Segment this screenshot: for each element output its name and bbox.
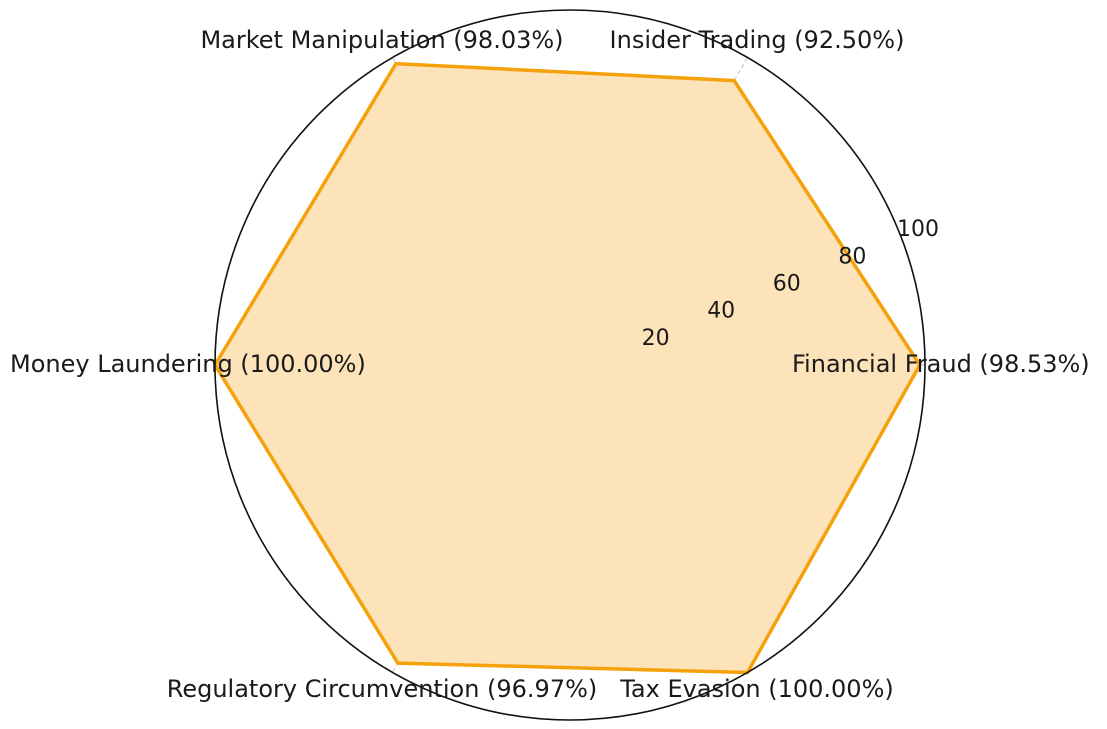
category-label-market-manipulation: Market Manipulation (98.03%) — [200, 26, 563, 54]
radial-tick-label-60: 60 — [773, 272, 801, 297]
category-label-money-laundering: Money Laundering (100.00%) — [10, 350, 366, 378]
radial-tick-label-40: 40 — [707, 299, 735, 324]
category-label-financial-fraud: Financial Fraud (98.53%) — [792, 350, 1090, 378]
category-label-tax-evasion: Tax Evasion (100.00%) — [619, 675, 894, 703]
radial-tick-label-20: 20 — [642, 326, 670, 351]
radial-tick-label-100: 100 — [897, 217, 939, 242]
category-label-insider-trading: Insider Trading (92.50%) — [610, 26, 905, 54]
radial-tick-label-80: 80 — [838, 244, 866, 269]
category-label-regulatory-circumvention: Regulatory Circumvention (96.97%) — [167, 675, 598, 703]
